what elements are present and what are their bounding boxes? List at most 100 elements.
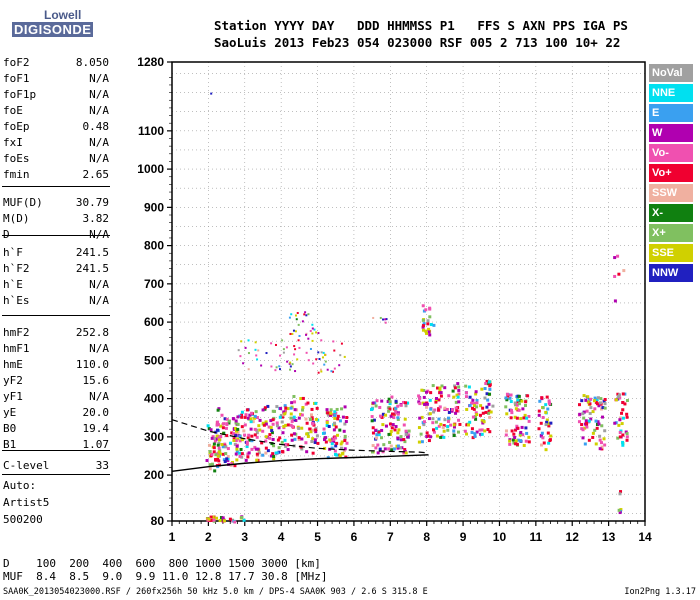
echo-point <box>206 424 210 428</box>
echo-point <box>297 426 301 430</box>
echo-point <box>305 421 309 425</box>
echo-point <box>211 435 215 439</box>
x-tick-label: 14 <box>638 530 652 544</box>
echo-point <box>519 430 523 434</box>
echo-point <box>384 413 388 417</box>
echo-point <box>385 318 388 321</box>
echo-point <box>620 411 624 415</box>
echo-point <box>247 352 250 355</box>
param-row: foF1p N/A <box>3 87 109 103</box>
x-tick-label: 2 <box>205 530 212 544</box>
echo-point <box>402 400 406 404</box>
echo-point <box>291 363 294 366</box>
echo-point <box>308 427 312 431</box>
echo-point <box>284 423 288 427</box>
echo-point <box>426 319 430 323</box>
echo-point <box>427 417 431 421</box>
echo-point <box>311 323 314 326</box>
echo-point <box>592 399 596 403</box>
echo-point <box>288 316 291 319</box>
echo-point <box>428 412 432 416</box>
echo-point <box>277 426 281 430</box>
echo-point <box>435 396 439 400</box>
echo-point <box>343 434 347 438</box>
echo-point <box>438 391 442 395</box>
echo-point <box>382 443 386 447</box>
echo-point <box>269 426 273 430</box>
echo-point <box>420 388 424 392</box>
echo-point <box>333 416 337 420</box>
echo-point <box>374 429 378 433</box>
echo-point <box>310 439 314 443</box>
echo-point <box>488 384 492 388</box>
echo-point <box>544 410 548 414</box>
echo-point <box>450 409 454 413</box>
echo-point <box>599 397 603 401</box>
echo-point <box>538 399 542 403</box>
echo-point <box>625 412 629 416</box>
echo-point <box>297 437 301 441</box>
echo-point <box>266 449 270 453</box>
echo-point <box>219 424 223 428</box>
echo-point <box>425 435 429 439</box>
echo-point <box>332 438 336 442</box>
echo-point <box>390 448 394 452</box>
echo-point <box>396 404 400 408</box>
echo-point <box>621 443 625 447</box>
echo-point <box>315 434 319 438</box>
echo-point <box>343 355 346 358</box>
echo-point <box>289 368 292 371</box>
echo-point <box>290 433 294 437</box>
echo-point <box>294 418 298 422</box>
echo-point <box>292 415 296 419</box>
legend-item: NNE <box>649 84 693 102</box>
echo-point <box>270 431 274 435</box>
echo-point <box>250 411 254 415</box>
echo-point <box>261 408 265 412</box>
echo-point <box>329 440 333 444</box>
echo-point <box>483 396 487 400</box>
echo-point <box>332 428 336 432</box>
echo-point <box>432 428 436 432</box>
y-tick-label: 80 <box>151 514 165 528</box>
echo-point <box>596 396 600 400</box>
echo-point <box>223 460 227 464</box>
echo-point <box>236 430 240 434</box>
echo-point <box>541 406 545 410</box>
echo-point <box>527 440 531 444</box>
echo-point <box>598 438 602 442</box>
echo-point <box>520 425 524 429</box>
echo-point <box>439 435 443 439</box>
echo-point <box>254 341 257 344</box>
echo-point <box>428 398 432 402</box>
echo-point <box>446 425 450 429</box>
echo-point <box>387 447 391 451</box>
echo-point <box>276 451 280 455</box>
param-row: h`Es N/A <box>3 293 109 309</box>
echo-point <box>383 447 387 451</box>
echo-point <box>271 418 275 422</box>
echo-point <box>446 428 450 432</box>
echo-point <box>434 420 438 424</box>
echo-point <box>389 429 393 433</box>
echo-point <box>212 446 216 450</box>
echo-point <box>272 457 276 461</box>
echo-point <box>583 426 587 430</box>
echo-point <box>475 430 479 434</box>
echo-point <box>300 447 304 451</box>
echo-point <box>593 428 597 432</box>
echo-point <box>516 400 520 404</box>
echo-point <box>232 432 236 436</box>
echo-point <box>224 426 228 430</box>
echo-point <box>602 399 606 403</box>
echo-point <box>264 420 268 424</box>
echo-point <box>603 406 607 410</box>
echo-point <box>224 452 228 456</box>
header-values: SaoLuis 2013 Feb23 054 023000 RSF 005 2 … <box>214 35 621 50</box>
footer-distance-line: D 100 200 400 600 800 1000 1500 3000 [km… <box>3 557 321 570</box>
echo-point <box>428 333 432 337</box>
echo-point <box>322 431 326 435</box>
param-row: yF1 N/A <box>3 389 109 405</box>
echo-point <box>478 428 482 432</box>
echo-point <box>342 449 346 453</box>
